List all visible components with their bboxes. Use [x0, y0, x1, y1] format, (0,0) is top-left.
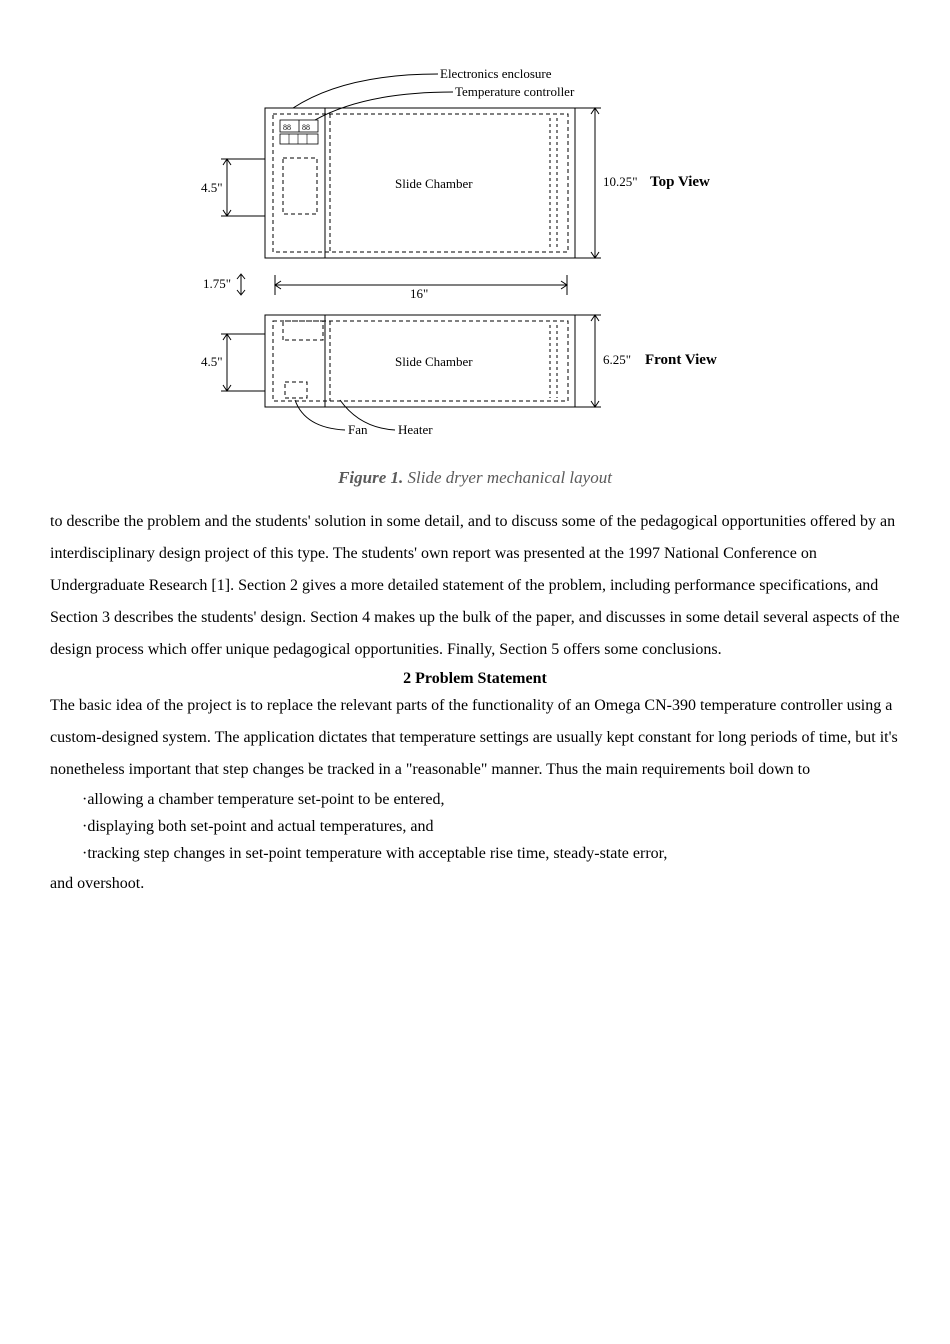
dim-front-left: 4.5" [201, 354, 223, 369]
bullet-3: ·tracking step changes in set-point temp… [82, 840, 900, 867]
dim-top-left: 4.5" [201, 180, 223, 195]
label-slide-chamber-front: Slide Chamber [395, 354, 473, 369]
dim-width: 16" [410, 286, 428, 301]
display-left: 88 [283, 123, 291, 132]
figure-caption-rest: Slide dryer mechanical layout [403, 468, 612, 487]
label-heater: Heater [398, 422, 433, 437]
label-front-view: Front View [645, 352, 717, 368]
section-2-heading: 2 Problem Statement [50, 670, 900, 688]
paragraph-3-tail: and overshoot. [50, 868, 900, 900]
label-electronics-enclosure: Electronics enclosure [440, 66, 552, 81]
figure-caption-bold: Figure 1. [338, 468, 403, 487]
label-temperature-controller: Temperature controller [455, 84, 575, 99]
figure-1-diagram: Electronics enclosure Temperature contro… [50, 60, 900, 460]
dim-175: 1.75" [203, 276, 231, 291]
figure-caption: Figure 1. Slide dryer mechanical layout [50, 468, 900, 488]
label-slide-chamber-top: Slide Chamber [395, 176, 473, 191]
bullet-1: ·allowing a chamber temperature set-poin… [82, 786, 900, 813]
slide-dryer-svg: Electronics enclosure Temperature contro… [195, 60, 755, 460]
dim-front-right: 6.25" [603, 352, 631, 367]
label-top-view: Top View [650, 174, 710, 190]
dim-top-right: 10.25" [603, 174, 638, 189]
label-fan: Fan [348, 422, 368, 437]
display-right: 88 [302, 123, 310, 132]
bullet-2: ·displaying both set-point and actual te… [82, 813, 900, 840]
paragraph-1: to describe the problem and the students… [50, 506, 900, 666]
paragraph-2: The basic idea of the project is to repl… [50, 690, 900, 786]
